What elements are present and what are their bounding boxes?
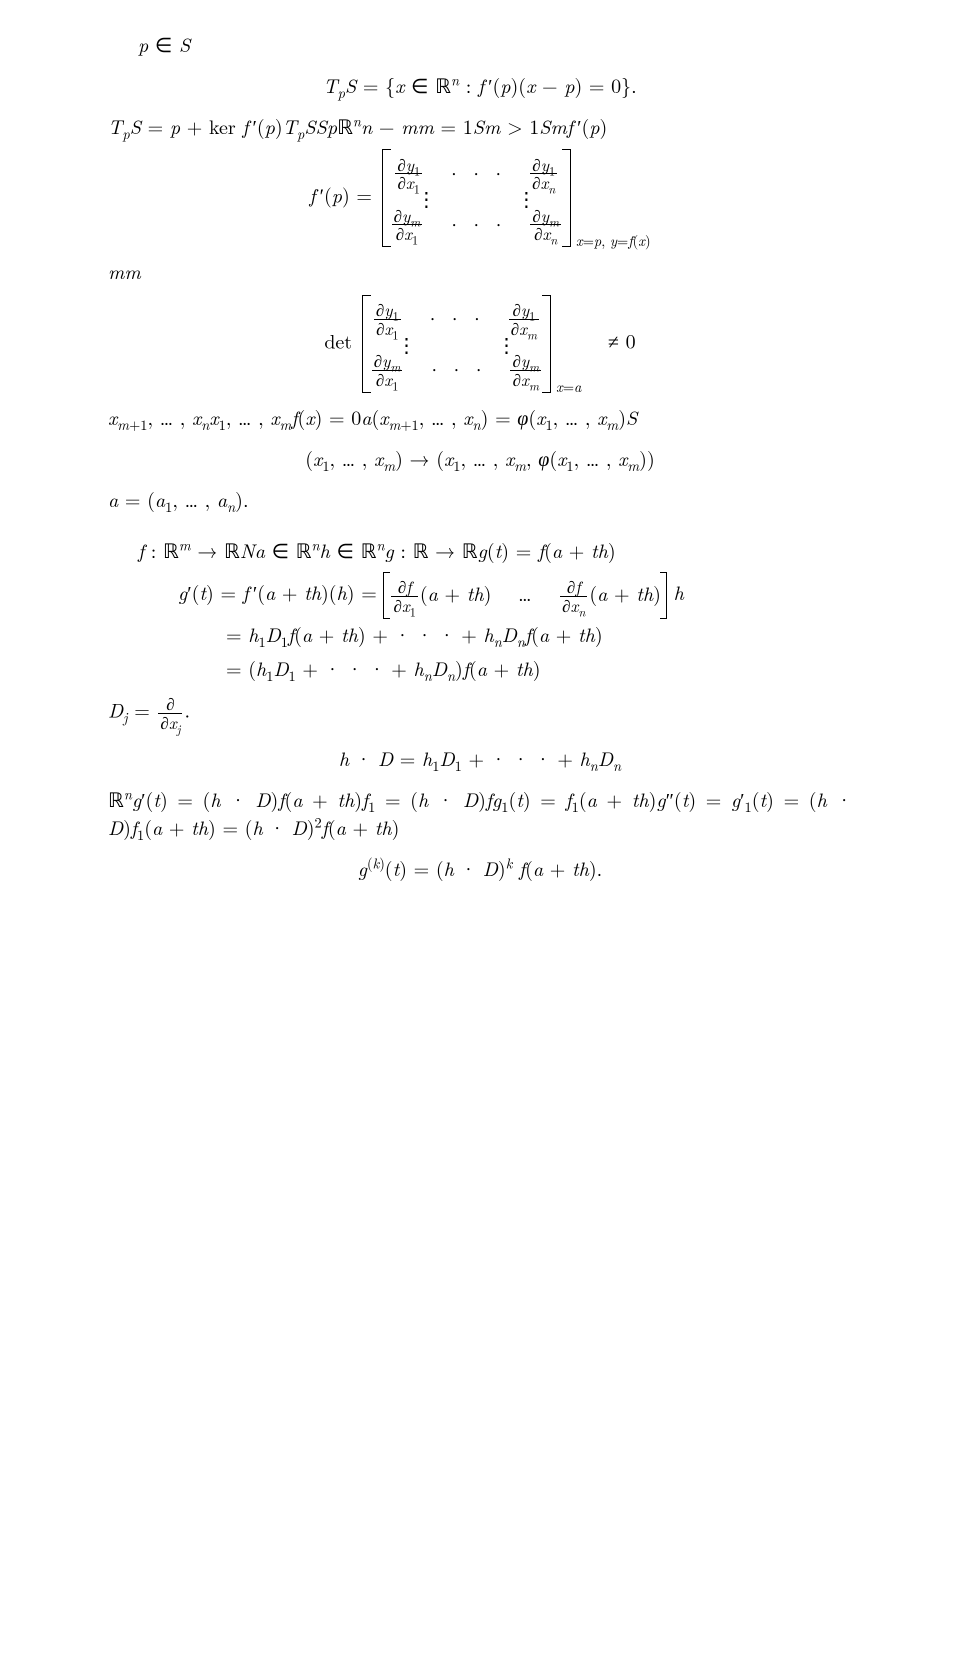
equation-tangent-space: TpS = {x ∈ ℝn : f ′(p)(x − p) = 0}. [108,68,852,102]
equation-hD: h · D = h1D1 + · · · + hnDn [108,741,852,775]
paragraph-9: ℝng′(t) = (h · D)f(a + th)f1 = (h · D)fg… [108,785,852,840]
row-vector: ∂f∂x1(a + th) … ∂f∂xn(a + th) [383,574,666,617]
paragraph-6: f : ℝm → ℝNa ∈ ℝnh ∈ ℝng : ℝ → ℝg(t) = f… [108,536,852,564]
equation-chain-rule: g′(t) = f ′(a + th)(h) = ∂f∂x1(a + th) …… [108,574,852,685]
matrix-subscript-1: x=p, y=f(x) [576,229,651,253]
paragraph-1: p ∈ S [108,30,852,58]
matrix-det: ∂y1∂x1 · · · ∂y1∂xm ⋮ ⋮ ∂ym∂x1 · · · ∂ym… [362,295,551,393]
chain-line-1: g′(t) = f ′(a + th)(h) = ∂f∂x1(a + th) …… [178,574,852,617]
page: p ∈ S TpS = {x ∈ ℝn : f ′(p)(x − p) = 0}… [0,30,960,1653]
paragraph-4: xm+1, … , xnx1, … , xmf(x) = 0a(xm+1, … … [108,403,852,431]
equation-det: det ∂y1∂x1 · · · ∂y1∂xm ⋮ ⋮ ∂ym∂x1 · · ·… [108,295,852,393]
paragraph-7: Dj = ∂∂xj. [108,695,852,732]
chain-line-2: = h1D1f(a + th) + · · · + hnDnf(a + th) [178,617,852,651]
chain-line-3: = (h1D1 + · · · + hnDn)f(a + th) [178,651,852,685]
paragraph-2: TpS = p + ker f ′(p)TpSSpℝnn − mm = 1Sm … [108,112,852,140]
equation-gk: g(k)(t) = (h · D)k f(a + th). [108,851,852,885]
paragraph-3: mm [108,257,852,285]
matrix-subscript-2: x=a [556,375,581,399]
paragraph-5: a = (a1, … , an). [108,485,852,513]
matrix-jacobian-1: ∂y1∂x1 · · · ∂y1∂xn ⋮ ⋮ ∂ym∂x1 · · · ∂ym… [382,149,571,247]
equation-parametrization: (x1, … , xm) → (x1, … , xm, φ(x1, … , xm… [108,441,852,475]
equation-jacobian-1: f ′(p) = ∂y1∂x1 · · · ∂y1∂xn ⋮ ⋮ ∂ym∂x1 … [108,149,852,247]
